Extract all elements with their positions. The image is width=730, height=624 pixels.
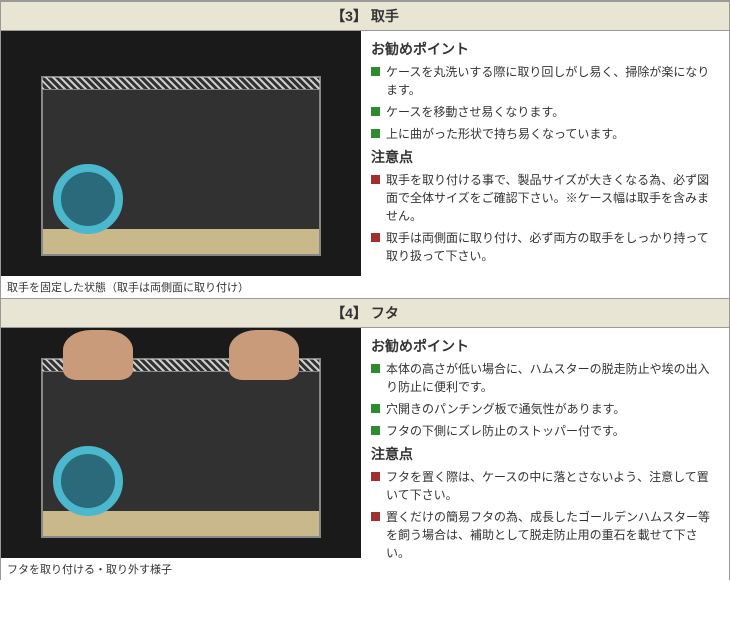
square-bullet-icon	[371, 472, 380, 481]
product-photo	[1, 31, 361, 276]
text-column: お勧めポイントケースを丸洗いする際に取り回しがし易く、掃除が楽になります。ケース…	[361, 31, 729, 298]
list-item-text: ケースを丸洗いする際に取り回しがし易く、掃除が楽になります。	[386, 63, 719, 99]
square-bullet-icon	[371, 67, 380, 76]
list-item-text: 置くだけの簡易フタの為、成長したゴールデンハムスター等を飼う場合は、補助として脱…	[386, 508, 719, 562]
warning-heading: 注意点	[371, 444, 719, 464]
section-header: 【3】 取手	[1, 1, 729, 31]
section-body: フタを取り付ける・取り外す様子お勧めポイント本体の高さが低い場合に、ハムスターの…	[1, 328, 729, 580]
product-photo	[1, 328, 361, 558]
recommend-list: ケースを丸洗いする際に取り回しがし易く、掃除が楽になります。ケースを移動させ易く…	[371, 63, 719, 143]
list-item-text: ケースを移動させ易くなります。	[386, 103, 564, 121]
square-bullet-icon	[371, 364, 380, 373]
list-item: フタの下側にズレ防止のストッパー付です。	[371, 422, 719, 440]
square-bullet-icon	[371, 233, 380, 242]
square-bullet-icon	[371, 512, 380, 521]
warning-list: 取手を取り付ける事で、製品サイズが大きくなる為、必ず図面で全体サイズをご確認下さ…	[371, 171, 719, 265]
list-item-text: 上に曲がった形状で持ち易くなっています。	[386, 125, 624, 143]
list-item-text: 取手は両側面に取り付け、必ず両方の取手をしっかり持って取り扱って下さい。	[386, 229, 719, 265]
recommend-heading: お勧めポイント	[371, 39, 719, 59]
text-column: お勧めポイント本体の高さが低い場合に、ハムスターの脱走防止や埃の出入り防止に便利…	[361, 328, 729, 580]
recommend-heading: お勧めポイント	[371, 336, 719, 356]
square-bullet-icon	[371, 426, 380, 435]
image-caption: フタを取り付ける・取り外す様子	[1, 558, 361, 580]
section-body: 取手を固定した状態（取手は両側面に取り付け）お勧めポイントケースを丸洗いする際に…	[1, 31, 729, 298]
square-bullet-icon	[371, 404, 380, 413]
list-item-text: 取手を取り付ける事で、製品サイズが大きくなる為、必ず図面で全体サイズをご確認下さ…	[386, 171, 719, 225]
list-item: 穴開きのパンチング板で通気性があります。	[371, 400, 719, 418]
list-item: 本体の高さが低い場合に、ハムスターの脱走防止や埃の出入り防止に便利です。	[371, 360, 719, 396]
warning-heading: 注意点	[371, 147, 719, 167]
list-item-text: 穴開きのパンチング板で通気性があります。	[386, 400, 625, 418]
list-item-text: 本体の高さが低い場合に、ハムスターの脱走防止や埃の出入り防止に便利です。	[386, 360, 719, 396]
image-column: フタを取り付ける・取り外す様子	[1, 328, 361, 580]
list-item: 上に曲がった形状で持ち易くなっています。	[371, 125, 719, 143]
warning-list: フタを置く際は、ケースの中に落とさないよう、注意して置いて下さい。置くだけの簡易…	[371, 468, 719, 562]
square-bullet-icon	[371, 175, 380, 184]
section-header: 【4】 フタ	[1, 298, 729, 328]
square-bullet-icon	[371, 107, 380, 116]
list-item: フタを置く際は、ケースの中に落とさないよう、注意して置いて下さい。	[371, 468, 719, 504]
square-bullet-icon	[371, 129, 380, 138]
recommend-list: 本体の高さが低い場合に、ハムスターの脱走防止や埃の出入り防止に便利です。穴開きの…	[371, 360, 719, 440]
list-item: 置くだけの簡易フタの為、成長したゴールデンハムスター等を飼う場合は、補助として脱…	[371, 508, 719, 562]
list-item-text: フタを置く際は、ケースの中に落とさないよう、注意して置いて下さい。	[386, 468, 719, 504]
list-item: ケースを移動させ易くなります。	[371, 103, 719, 121]
list-item: ケースを丸洗いする際に取り回しがし易く、掃除が楽になります。	[371, 63, 719, 99]
image-caption: 取手を固定した状態（取手は両側面に取り付け）	[1, 276, 361, 298]
list-item: 取手は両側面に取り付け、必ず両方の取手をしっかり持って取り扱って下さい。	[371, 229, 719, 265]
list-item-text: フタの下側にズレ防止のストッパー付です。	[386, 422, 625, 440]
list-item: 取手を取り付ける事で、製品サイズが大きくなる為、必ず図面で全体サイズをご確認下さ…	[371, 171, 719, 225]
image-column: 取手を固定した状態（取手は両側面に取り付け）	[1, 31, 361, 298]
